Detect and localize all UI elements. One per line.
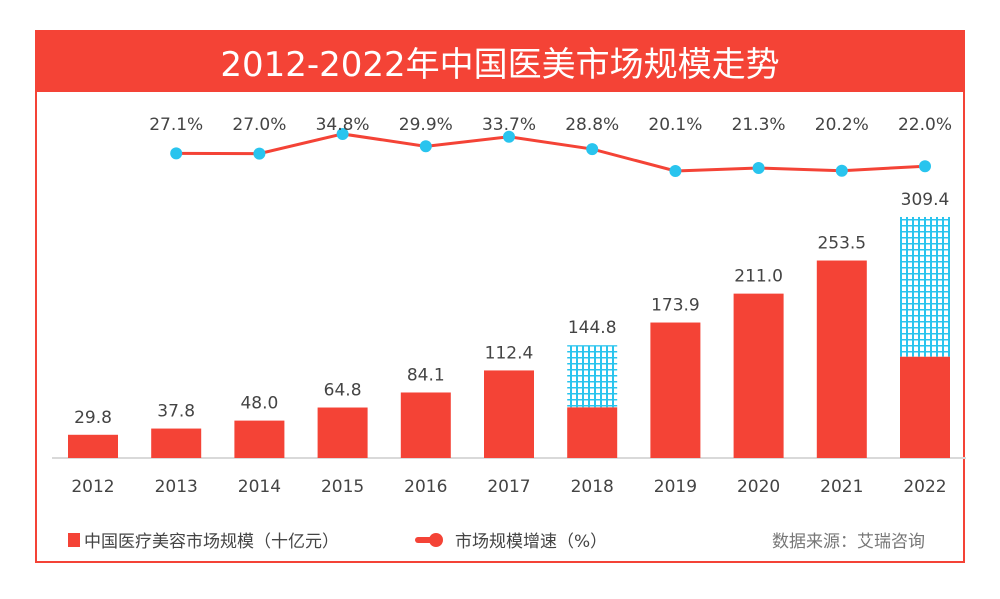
bar [567, 407, 618, 458]
bar-value-label: 48.0 [240, 394, 278, 414]
bar [68, 434, 118, 458]
x-tick-label: 2018 [571, 477, 614, 497]
legend-item-line: 市场规模增速（%） [415, 527, 607, 552]
growth-value-label: 20.2% [815, 115, 869, 135]
growth-line [176, 132, 926, 173]
growth-value-label: 27.0% [232, 115, 286, 135]
growth-value-label: 28.8% [565, 115, 619, 135]
x-tick-label: 2019 [654, 477, 697, 497]
growth-value-label: 20.1% [648, 115, 702, 135]
growth-value-label: 21.3% [732, 115, 786, 135]
growth-point [752, 161, 765, 174]
bar-value-label: 309.4 [901, 190, 950, 210]
bar [151, 428, 202, 458]
x-tick-label: 2012 [71, 477, 114, 497]
growth-point [170, 147, 183, 160]
growth-value-label: 22.0% [898, 115, 952, 135]
x-tick-label: 2013 [155, 477, 198, 497]
bar-value-label: 84.1 [407, 365, 445, 385]
x-tick-label: 2021 [820, 477, 863, 497]
bar-value-label: 211.0 [734, 267, 783, 287]
bar [484, 370, 534, 458]
bar-value-label: 112.4 [485, 343, 534, 363]
legend-bar-label: 中国医疗美容市场规模（十亿元） [84, 532, 339, 552]
x-tick-label: 2016 [404, 477, 447, 497]
x-tick-label: 2015 [321, 477, 364, 497]
bar [400, 392, 451, 458]
bar [816, 260, 867, 458]
bar [650, 322, 701, 458]
bar-value-label: 253.5 [817, 234, 866, 254]
bar [733, 293, 784, 458]
bar-value-label: 37.8 [157, 402, 195, 422]
legend-bar-swatch [68, 532, 80, 547]
bar [900, 356, 950, 458]
bar-forecast-segment [900, 216, 950, 357]
source-note: 数据来源：艾瑞咨询 [772, 532, 925, 552]
legend-line-swatch [415, 532, 443, 547]
x-tick-label: 2022 [903, 477, 946, 497]
bar [234, 420, 285, 458]
chart-title: 2012-2022年中国医美市场规模走势 [35, 30, 965, 92]
growth-point [336, 127, 349, 140]
growth-point [835, 164, 848, 177]
growth-point [919, 160, 931, 173]
bar-forecast-segment [567, 345, 618, 408]
bar-value-label: 144.8 [568, 318, 617, 338]
bar-value-label: 64.8 [324, 381, 362, 401]
x-tick-label: 2017 [487, 477, 530, 497]
bar-value-label: 173.9 [651, 296, 700, 316]
legend-item-bar: 中国医疗美容市场规模（十亿元） [68, 527, 339, 552]
legend-line-label: 市场规模增速（%） [455, 532, 608, 552]
growth-value-label: 33.7% [482, 115, 536, 135]
growth-point [419, 140, 432, 153]
bar-value-label: 29.8 [74, 408, 112, 428]
x-tick-label: 2020 [737, 477, 780, 497]
growth-value-label: 29.9% [399, 115, 453, 135]
growth-point [503, 130, 515, 143]
growth-value-label: 34.8% [316, 115, 370, 135]
growth-point [586, 143, 599, 156]
growth-point [669, 165, 682, 177]
growth-value-label: 27.1% [149, 115, 203, 135]
bar [317, 407, 368, 458]
growth-point [253, 147, 266, 160]
x-tick-label: 2014 [238, 477, 281, 497]
